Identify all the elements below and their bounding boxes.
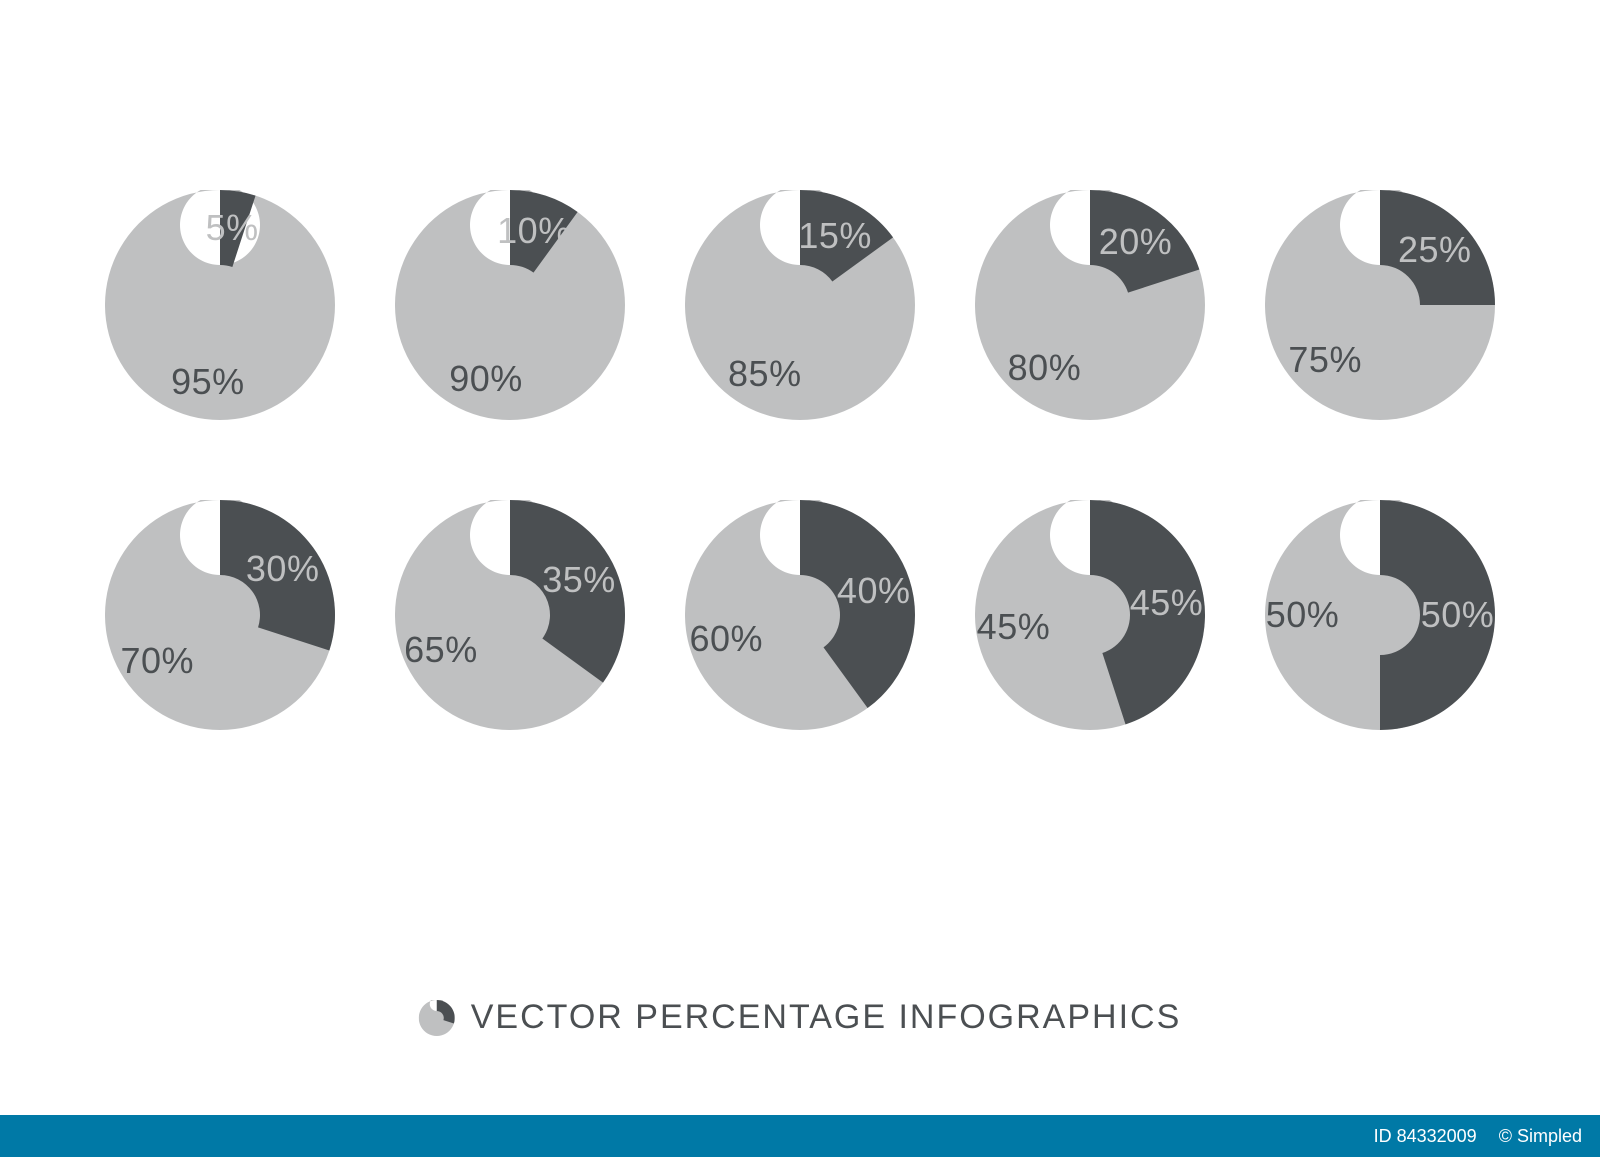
donut-svg xyxy=(1265,190,1495,420)
legend-icon xyxy=(419,1000,455,1036)
donut-light-label: 50% xyxy=(1266,594,1340,636)
donut-dark-label: 10% xyxy=(497,210,571,252)
legend-donut-icon xyxy=(419,1000,455,1036)
donut-chart: 40% 60% xyxy=(685,500,915,730)
donut-row: 30% 70% 35% 65% 40% 60% 45% 45% 50% 50% xyxy=(105,500,1495,730)
donut-chart: 10% 90% xyxy=(395,190,625,420)
donut-chart: 30% 70% xyxy=(105,500,335,730)
infographic-canvas: 5% 95% 10% 90% 15% 85% 20% 80% 25% 75% 30% 70% 35% 65… xyxy=(0,0,1600,1157)
donut-light-label: 75% xyxy=(1288,339,1362,381)
donut-light-label: 65% xyxy=(404,629,478,671)
title-row: VECTOR PERCENTAGE INFOGRAPHICS xyxy=(419,998,1182,1037)
donut-svg xyxy=(685,500,915,730)
donut-light-label: 95% xyxy=(171,361,245,403)
donut-light-label: 45% xyxy=(977,606,1051,648)
donut-chart: 45% 45% xyxy=(975,500,1205,730)
donut-dark-label: 5% xyxy=(206,207,259,249)
donut-svg xyxy=(395,500,625,730)
donut-dark-label: 50% xyxy=(1421,594,1495,636)
donut-chart: 20% 80% xyxy=(975,190,1205,420)
donut-dark-label: 45% xyxy=(1130,582,1204,624)
footer-bar: ID 84332009 © Simpled xyxy=(0,1115,1600,1157)
donut-chart: 50% 50% xyxy=(1265,500,1495,730)
footer-id: ID 84332009 xyxy=(1374,1126,1477,1147)
donut-light-label: 80% xyxy=(1008,347,1082,389)
footer-author: © Simpled xyxy=(1499,1126,1582,1147)
donut-dark-label: 35% xyxy=(542,559,616,601)
donut-chart: 5% 95% xyxy=(105,190,335,420)
donut-dark-label: 15% xyxy=(798,215,872,257)
donut-light-label: 85% xyxy=(728,353,802,395)
donut-dark-label: 20% xyxy=(1099,221,1173,263)
donut-grid: 5% 95% 10% 90% 15% 85% 20% 80% 25% 75% 30% 70% 35% 65… xyxy=(105,190,1495,730)
donut-dark-label: 25% xyxy=(1398,229,1472,271)
donut-chart: 35% 65% xyxy=(395,500,625,730)
donut-dark-label: 40% xyxy=(837,570,911,612)
donut-light-label: 90% xyxy=(449,358,523,400)
donut-light-label: 60% xyxy=(690,618,764,660)
infographic-title: VECTOR PERCENTAGE INFOGRAPHICS xyxy=(471,998,1182,1037)
donut-row: 5% 95% 10% 90% 15% 85% 20% 80% 25% 75% xyxy=(105,190,1495,420)
donut-light-label: 70% xyxy=(121,640,195,682)
donut-chart: 15% 85% xyxy=(685,190,915,420)
donut-dark-label: 30% xyxy=(246,548,320,590)
donut-chart: 25% 75% xyxy=(1265,190,1495,420)
donut-svg xyxy=(105,500,335,730)
